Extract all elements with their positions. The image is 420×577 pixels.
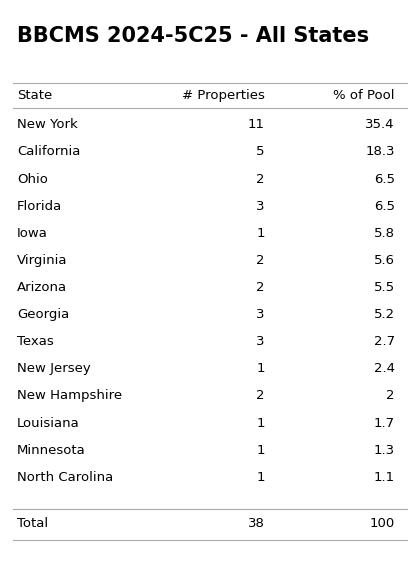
Text: California: California	[17, 145, 80, 159]
Text: Louisiana: Louisiana	[17, 417, 79, 430]
Text: 5.6: 5.6	[374, 254, 395, 267]
Text: 1.3: 1.3	[374, 444, 395, 457]
Text: 2.4: 2.4	[374, 362, 395, 376]
Text: New Hampshire: New Hampshire	[17, 389, 122, 403]
Text: New York: New York	[17, 118, 78, 132]
Text: 5.5: 5.5	[374, 281, 395, 294]
Text: 1.1: 1.1	[374, 471, 395, 484]
Text: Virginia: Virginia	[17, 254, 67, 267]
Text: Georgia: Georgia	[17, 308, 69, 321]
Text: Iowa: Iowa	[17, 227, 48, 240]
Text: Texas: Texas	[17, 335, 54, 349]
Text: 5.2: 5.2	[374, 308, 395, 321]
Text: 2: 2	[256, 389, 265, 403]
Text: 2: 2	[256, 173, 265, 186]
Text: 1.7: 1.7	[374, 417, 395, 430]
Text: 1: 1	[256, 362, 265, 376]
Text: 3: 3	[256, 200, 265, 213]
Text: 3: 3	[256, 335, 265, 349]
Text: 6.5: 6.5	[374, 200, 395, 213]
Text: New Jersey: New Jersey	[17, 362, 91, 376]
Text: 5: 5	[256, 145, 265, 159]
Text: BBCMS 2024-5C25 - All States: BBCMS 2024-5C25 - All States	[17, 26, 369, 46]
Text: # Properties: # Properties	[182, 89, 265, 103]
Text: 1: 1	[256, 444, 265, 457]
Text: State: State	[17, 89, 52, 103]
Text: 38: 38	[248, 517, 265, 530]
Text: North Carolina: North Carolina	[17, 471, 113, 484]
Text: Minnesota: Minnesota	[17, 444, 86, 457]
Text: 2: 2	[386, 389, 395, 403]
Text: Ohio: Ohio	[17, 173, 48, 186]
Text: Florida: Florida	[17, 200, 62, 213]
Text: 18.3: 18.3	[365, 145, 395, 159]
Text: 2.7: 2.7	[374, 335, 395, 349]
Text: 1: 1	[256, 417, 265, 430]
Text: % of Pool: % of Pool	[333, 89, 395, 103]
Text: 100: 100	[370, 517, 395, 530]
Text: 5.8: 5.8	[374, 227, 395, 240]
Text: 2: 2	[256, 281, 265, 294]
Text: 11: 11	[248, 118, 265, 132]
Text: 6.5: 6.5	[374, 173, 395, 186]
Text: Total: Total	[17, 517, 48, 530]
Text: Arizona: Arizona	[17, 281, 67, 294]
Text: 1: 1	[256, 471, 265, 484]
Text: 2: 2	[256, 254, 265, 267]
Text: 1: 1	[256, 227, 265, 240]
Text: 35.4: 35.4	[365, 118, 395, 132]
Text: 3: 3	[256, 308, 265, 321]
